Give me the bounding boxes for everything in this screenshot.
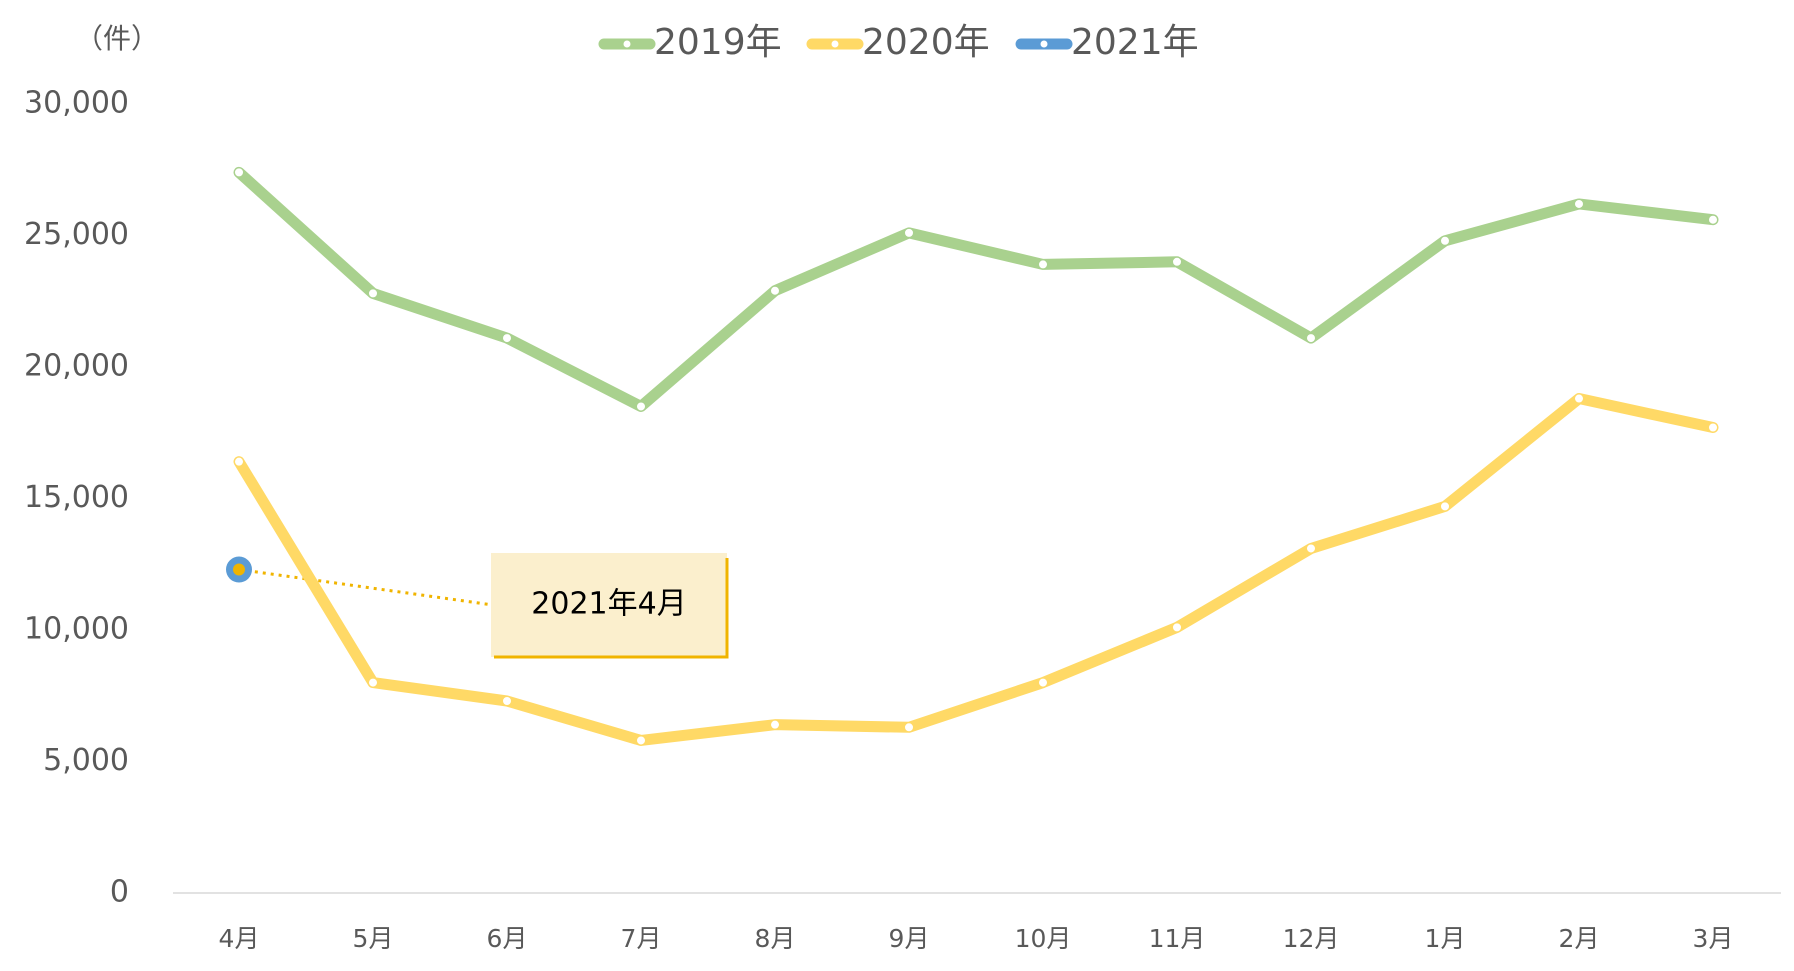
y-tick-label: 10,000 [24,612,129,647]
legend-marker [623,40,631,48]
point [234,167,244,178]
point [770,285,780,296]
point-center [233,563,245,576]
point [1172,256,1182,267]
point [1172,622,1182,633]
x-tick-label: 2月 [1559,924,1600,953]
legend-marker [831,40,839,48]
point [904,722,914,733]
x-tick-label: 8月 [755,924,796,953]
x-tick-label: 10月 [1015,924,1072,953]
x-tick-label: 7月 [621,924,662,953]
point [770,719,780,730]
point [1574,198,1584,209]
x-tick-label: 6月 [487,924,528,953]
point [1708,214,1718,225]
point [1038,677,1048,688]
series-line [233,393,1719,746]
callout-box [491,553,727,657]
legend-marker [1040,40,1048,48]
y-tick-label: 25,000 [24,217,129,252]
point [1440,501,1450,512]
annotation: 2021年4月 [531,587,686,622]
x-tick-label: 9月 [889,924,930,953]
x-tick-label: 4月 [219,924,260,953]
x-tick-label: 5月 [353,924,394,953]
point [1440,235,1450,246]
y-tick-label: 0 [110,875,129,910]
x-tick-label: 1月 [1425,924,1466,953]
y-tick-label: 30,000 [24,86,129,121]
point [1306,543,1316,554]
y-tick-label: 15,000 [24,480,129,515]
x-tick-label: 12月 [1283,924,1340,953]
point [502,333,512,344]
point [1306,333,1316,344]
legend-label: 2021年 [1071,22,1199,63]
point [636,401,646,412]
point [1038,259,1048,270]
legend-label: 2019年 [654,22,782,63]
leader-line [238,568,494,607]
point [368,677,378,688]
x-tick-label: 11月 [1149,924,1206,953]
point [368,288,378,299]
point [636,735,646,746]
point [502,696,512,707]
y-tick-label: 20,000 [24,349,129,384]
callout-border [494,558,729,659]
legend-label: 2020年 [862,22,990,63]
point [1708,422,1718,433]
point [1574,393,1584,404]
point [234,456,244,467]
x-tick-label: 3月 [1693,924,1734,953]
point [904,227,914,238]
y-axis-label: （件） [75,22,159,55]
series-line [233,166,1719,412]
y-tick-label: 5,000 [43,743,129,778]
